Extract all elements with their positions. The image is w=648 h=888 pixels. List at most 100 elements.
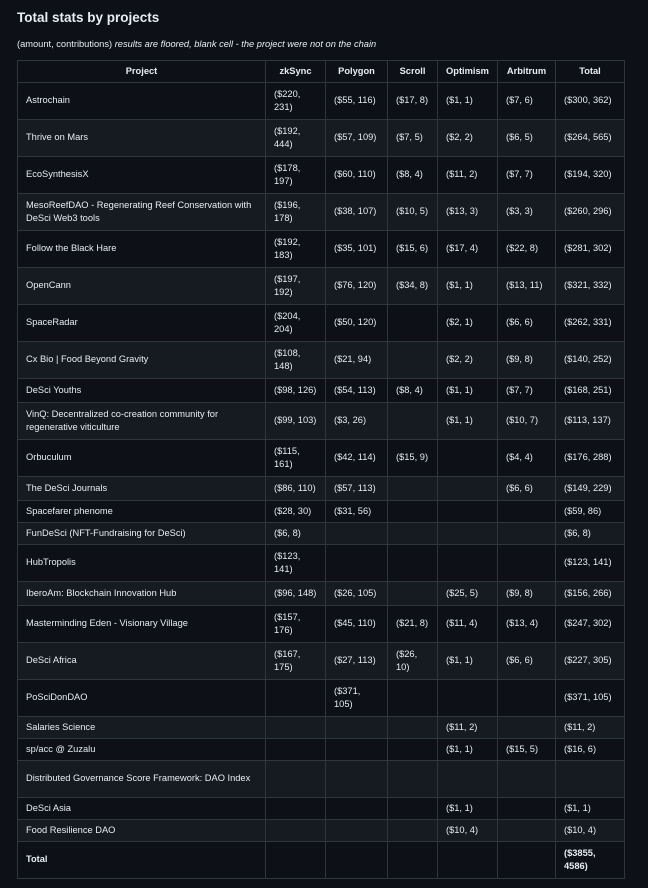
cell-project: OpenCann [17,267,266,305]
cell-arbitrum: ($6, 6) [497,476,556,501]
cell-optimism: ($1, 1) [437,738,498,761]
table-row: SpaceRadar ($204, 204) ($50, 120) ($2, 1) ($… [17,304,625,342]
cell-scroll [387,797,438,820]
cell-scroll: ($34, 8) [387,267,438,305]
cell-optimism: ($13, 3) [437,193,498,231]
cell-arbitrum [497,500,556,523]
cell-optimism: ($11, 4) [437,605,498,643]
cell-scroll [387,304,438,342]
table-row: VinQ: Decentralized co-creation communit… [17,402,625,440]
table-row: EcoSynthesisX ($178, 197) ($60, 110) ($8, 4… [17,156,625,194]
cell-optimism [437,439,498,477]
cell-total: ($281, 302) [555,230,625,268]
cell-arbitrum: ($13, 11) [497,267,556,305]
page-title: Total stats by projects [17,10,160,25]
cell-polygon: ($21, 94) [325,341,388,379]
cell-scroll: ($17, 8) [387,82,438,120]
table-row: Food Resilience DAO ($10, 4) ($10, 4) [17,819,625,842]
cell-project: DeSci Africa [17,642,266,680]
cell-polygon [325,738,388,761]
cell-project: DeSci Youths [17,378,266,403]
cell-scroll [387,738,438,761]
cell-zksync: ($6, 8) [265,522,326,545]
cell-project: Food Resilience DAO [17,819,266,842]
cell-polygon: ($76, 120) [325,267,388,305]
table-row: Masterminding Eden - Visionary Village ($… [17,605,625,643]
cell-polygon: ($54, 113) [325,378,388,403]
cell-polygon: ($38, 107) [325,193,388,231]
table-row: sp/acc @ Zuzalu ($1, 1) ($15, 5) ($16, 6) [17,738,625,761]
cell-optimism: ($11, 2) [437,716,498,739]
header-polygon: Polygon [325,60,388,83]
cell-zksync: ($115, 161) [265,439,326,477]
cell-optimism: ($1, 1) [437,797,498,820]
cell-arbitrum: ($13, 4) [497,605,556,643]
header-optimism: Optimism [437,60,498,83]
cell-zksync: ($204, 204) [265,304,326,342]
cell-project: sp/acc @ Zuzalu [17,738,266,761]
cell-arbitrum [497,819,556,842]
cell-project: The DeSci Journals [17,476,266,501]
cell-optimism: ($1, 1) [437,642,498,680]
cell-zksync: ($86, 110) [265,476,326,501]
total-cell-polygon [325,841,388,879]
total-cell-project: Total [17,841,266,879]
cell-optimism [437,476,498,501]
cell-arbitrum: ($6, 6) [497,304,556,342]
cell-polygon [325,760,388,798]
table-row: Salaries Science ($11, 2) ($11, 2) [17,716,625,739]
cell-arbitrum: ($4, 4) [497,439,556,477]
cell-optimism: ($17, 4) [437,230,498,268]
table-row: The DeSci Journals ($86, 110) ($57, 113) ($… [17,476,625,501]
cell-scroll [387,341,438,379]
cell-total: ($227, 305) [555,642,625,680]
cell-project: FunDeSci (NFT-Fundraising for DeSci) [17,522,266,545]
cell-arbitrum: ($3, 3) [497,193,556,231]
cell-optimism: ($1, 1) [437,267,498,305]
table-row: PoSciDonDAO ($371, 105) ($371, 105) [17,679,625,717]
note-prefix: (amount, contributions) [17,39,113,49]
table-row: MesoReefDAO - Regenerating Reef Conserva… [17,193,625,231]
table-row: Astrochain ($220, 231) ($55, 116) ($17, 8)(… [17,82,625,120]
cell-total: ($371, 105) [555,679,625,717]
cell-total: ($140, 252) [555,341,625,379]
total-cell-total: ($3855, 4586) [555,841,625,879]
cell-project: Astrochain [17,82,266,120]
cell-zksync: ($123, 141) [265,544,326,582]
cell-zksync: ($192, 183) [265,230,326,268]
cell-polygon: ($35, 101) [325,230,388,268]
table-row: DeSci Youths ($98, 126) ($54, 113) ($8, 4)(… [17,378,625,403]
cell-scroll [387,500,438,523]
header-zksync: zkSync [265,60,326,83]
table-row: Cx Bio | Food Beyond Gravity ($108, 148)(… [17,341,625,379]
cell-total [555,760,625,798]
cell-optimism: ($2, 2) [437,119,498,157]
cell-project: Follow the Black Hare [17,230,266,268]
table-body: Astrochain ($220, 231) ($55, 116) ($17, 8)(… [17,82,625,879]
table-total-row: Total ($3855, 4586) [17,841,625,879]
total-cell-scroll [387,841,438,879]
total-cell-arbitrum [497,841,556,879]
cell-zksync: ($157, 176) [265,605,326,643]
cell-project: Masterminding Eden - Visionary Village [17,605,266,643]
cell-polygon [325,819,388,842]
cell-total: ($176, 288) [555,439,625,477]
cell-project: Cx Bio | Food Beyond Gravity [17,341,266,379]
cell-scroll [387,402,438,440]
cell-arbitrum [497,797,556,820]
cell-optimism [437,544,498,582]
cell-total: ($149, 229) [555,476,625,501]
cell-zksync [265,716,326,739]
cell-arbitrum: ($9, 8) [497,341,556,379]
table-row: Distributed Governance Score Framework: … [17,760,625,798]
cell-arbitrum: ($22, 8) [497,230,556,268]
cell-total: ($1, 1) [555,797,625,820]
cell-zksync: ($99, 103) [265,402,326,440]
cell-project: PoSciDonDAO [17,679,266,717]
cell-polygon [325,522,388,545]
cell-total: ($6, 8) [555,522,625,545]
cell-scroll [387,476,438,501]
cell-arbitrum: ($6, 5) [497,119,556,157]
cell-polygon [325,797,388,820]
